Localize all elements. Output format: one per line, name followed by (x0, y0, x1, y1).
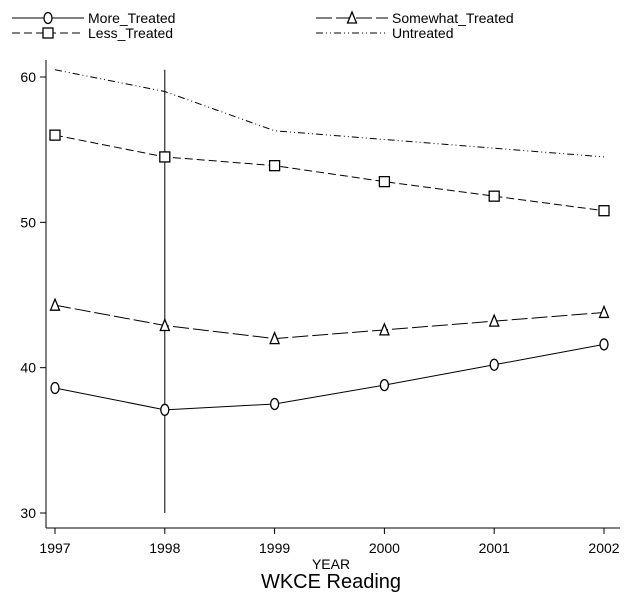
data-point-more-treated (599, 338, 609, 351)
data-point-more-treated (160, 403, 170, 416)
axes: 30 40 50 60 1997 1998 1999 2000 2001 2002 (20, 60, 620, 556)
data-point-less-treated (49, 129, 61, 141)
data-point-more-treated (50, 381, 60, 395)
data-point-more-treated (489, 358, 499, 371)
y-tick-label: 60 (20, 69, 36, 85)
legend-label: More_Treated (88, 10, 175, 26)
data-point-more-treated (379, 378, 390, 392)
legend: More_Treated Somewhat_Treated Less_Treated… (12, 10, 514, 41)
legend-label: Somewhat_Treated (392, 10, 514, 26)
data-point-somewhat-treated (49, 297, 61, 311)
data-point-somewhat-treated (598, 304, 610, 319)
x-tick-label: 2000 (369, 540, 400, 556)
data-point-somewhat-treated (488, 313, 500, 327)
data-point-less-treated (159, 151, 171, 163)
legend-marker (43, 11, 53, 25)
legend-marker (346, 10, 358, 24)
x-axis-title: YEAR (312, 556, 350, 572)
x-tick-label: 1997 (39, 540, 70, 556)
x-tick-label: 2002 (588, 540, 619, 556)
data-point-more-treated (269, 397, 280, 411)
y-tick-label: 50 (20, 214, 36, 230)
legend-label: Untreated (392, 25, 453, 41)
x-tick-label: 1999 (259, 540, 290, 556)
series-line-less-treated (54, 134, 605, 212)
chart-caption: WKCE Reading (261, 571, 401, 593)
legend-marker (42, 27, 54, 39)
data-point-less-treated (598, 205, 610, 217)
legend-label: Less_Treated (88, 25, 173, 41)
data-point-less-treated (488, 190, 500, 202)
x-tick-label: 2001 (479, 540, 510, 556)
x-tick-label: 1998 (149, 540, 180, 556)
data-point-somewhat-treated (378, 322, 390, 336)
data-point-less-treated (268, 160, 281, 172)
data-point-somewhat-treated (269, 330, 281, 345)
data-point-somewhat-treated (159, 317, 171, 332)
series-line-somewhat-treated (54, 304, 605, 340)
data-point-less-treated (378, 175, 391, 188)
y-tick-label: 40 (20, 360, 36, 376)
plot-area (49, 69, 610, 513)
series-line-untreated (54, 69, 605, 158)
y-tick-label: 30 (20, 505, 36, 521)
series-line-more-treated (54, 343, 605, 411)
